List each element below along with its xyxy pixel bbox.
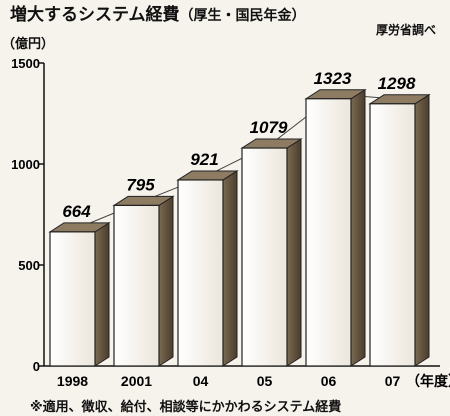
footnote: ※適用、徴収、給付、相談等にかかわるシステム経費 <box>30 400 342 415</box>
y-tick-label: 0 <box>33 359 40 374</box>
data-label: 1079 <box>250 118 288 137</box>
x-axis-unit-label: （年度） <box>406 373 450 389</box>
bar <box>49 231 96 367</box>
bar <box>369 103 416 367</box>
x-tick-label: 2001 <box>121 373 152 389</box>
y-tick-label: 1000 <box>11 157 40 172</box>
x-tick-label: 05 <box>257 373 273 389</box>
bar <box>177 179 224 367</box>
bar-side <box>158 195 174 367</box>
y-axis-unit: （億円） <box>2 37 55 52</box>
bar-side <box>222 170 238 367</box>
y-tick-label: 1500 <box>11 56 40 71</box>
chart-title-main: 増大するシステム経費 <box>10 5 180 25</box>
bar <box>113 204 160 367</box>
x-tick-label: 06 <box>321 373 337 389</box>
bar <box>305 98 352 367</box>
x-tick-label: 04 <box>193 373 209 389</box>
bar-side <box>94 221 110 367</box>
data-label: 795 <box>126 175 155 194</box>
x-tick-label: 07 <box>385 373 401 389</box>
chart-title-suffix: （厚生・国民年金） <box>179 8 306 24</box>
source-note: 厚労省調べ <box>375 23 436 37</box>
data-label: 1298 <box>378 74 416 93</box>
bar-side <box>414 93 430 367</box>
data-label: 1323 <box>314 69 352 88</box>
data-label: 664 <box>62 202 91 221</box>
bar-side <box>350 88 366 367</box>
bar-side <box>286 138 302 367</box>
chart-title: 増大するシステム経費（厚生・国民年金） <box>10 0 306 25</box>
bar <box>241 147 288 367</box>
x-tick-label: 1998 <box>57 373 88 389</box>
y-tick-label: 500 <box>18 258 40 273</box>
data-label: 921 <box>190 150 218 169</box>
